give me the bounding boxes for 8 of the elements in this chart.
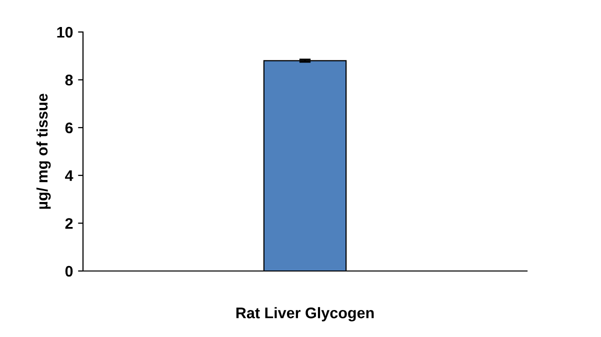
y-axis-title: µg/ mg of tissue <box>36 94 51 209</box>
y-tick-label: 8 <box>65 74 73 86</box>
y-tick-label: 2 <box>65 218 73 229</box>
y-tick-label: 4 <box>65 170 74 181</box>
y-tick-label: 10 <box>57 26 73 38</box>
y-tick-label: 6 <box>65 122 73 134</box>
x-tick-label: Rat Liver Glycogen <box>236 307 374 322</box>
y-tick-label: 0 <box>65 266 73 277</box>
